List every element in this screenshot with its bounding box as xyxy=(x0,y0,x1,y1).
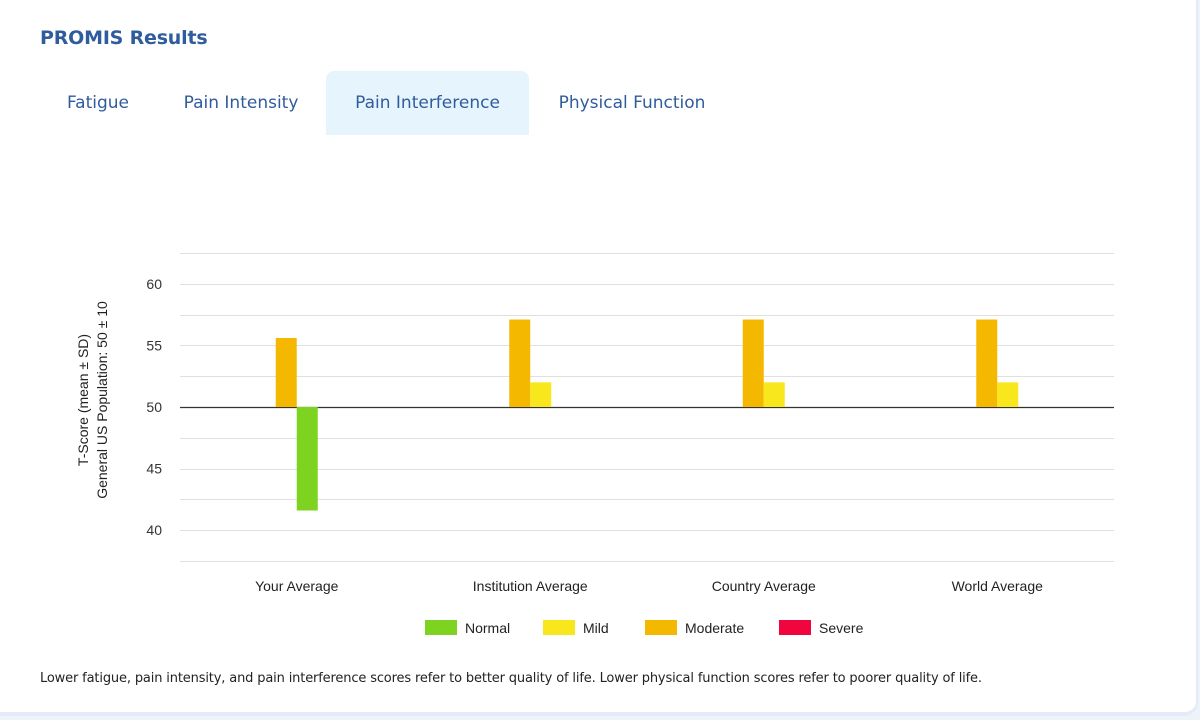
y-tick-label: 60 xyxy=(146,276,162,292)
y-tick-label: 40 xyxy=(146,522,162,538)
x-tick-label: World Average xyxy=(952,578,1044,594)
chart-grid xyxy=(180,253,1114,562)
bar-mild xyxy=(530,382,552,407)
legend-swatch-normal xyxy=(425,620,457,635)
tab-fatigue[interactable]: Fatigue xyxy=(66,93,130,113)
bar-moderate xyxy=(509,319,531,407)
bar-moderate xyxy=(275,338,297,407)
tab-pain-interference[interactable]: Pain Interference xyxy=(326,71,529,135)
legend-label-normal: Normal xyxy=(465,620,510,636)
bar-mild xyxy=(997,382,1019,407)
page-title: PROMIS Results xyxy=(40,27,208,49)
legend-label-mild: Mild xyxy=(583,620,609,636)
bar-moderate xyxy=(976,319,998,407)
x-axis-labels: Your Average Institution Average Country A… xyxy=(255,578,1043,594)
y-axis-label-line-1: T-Score (mean ± SD) xyxy=(75,334,91,466)
chart-legend: Normal Mild Moderate Severe xyxy=(425,620,864,636)
x-tick-label: Your Average xyxy=(255,578,339,594)
t-score-bar-chart: T-Score (mean ± SD) General US Populatio… xyxy=(75,253,1114,636)
legend-label-moderate: Moderate xyxy=(685,620,744,636)
legend-swatch-mild xyxy=(543,620,575,635)
legend-swatch-severe xyxy=(779,620,811,635)
y-tick-label: 55 xyxy=(146,337,162,353)
y-axis-label-line-2: General US Population: 50 ± 10 xyxy=(94,301,110,499)
chart-bars xyxy=(275,319,1019,511)
x-tick-label: Institution Average xyxy=(473,578,588,594)
y-tick-label: 50 xyxy=(146,399,162,415)
bar-moderate xyxy=(742,319,764,407)
tab-pain-intensity[interactable]: Pain Intensity xyxy=(183,93,299,113)
chart-axis: T-Score (mean ± SD) General US Populatio… xyxy=(75,276,162,538)
x-tick-label: Country Average xyxy=(712,578,816,594)
tab-physical-function[interactable]: Physical Function xyxy=(558,93,706,113)
footnote: Lower fatigue, pain intensity, and pain … xyxy=(40,671,982,686)
bar-mild xyxy=(763,382,785,407)
bar-normal xyxy=(296,407,318,511)
legend-swatch-moderate xyxy=(645,620,677,635)
y-tick-label: 45 xyxy=(146,461,162,477)
legend-label-severe: Severe xyxy=(819,620,864,636)
